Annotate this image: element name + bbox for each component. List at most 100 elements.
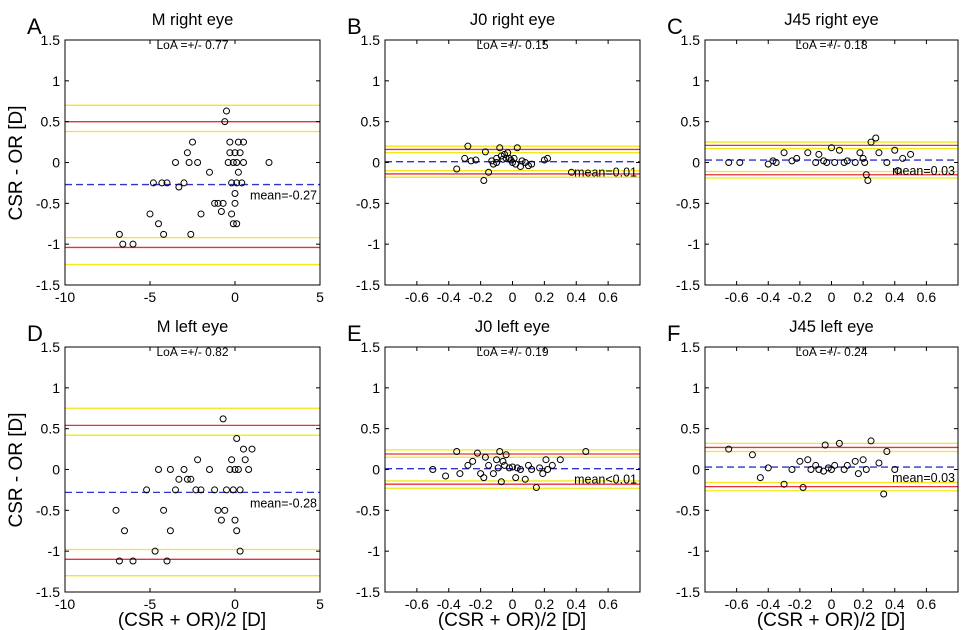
data-point	[736, 159, 744, 166]
data-point	[872, 134, 880, 142]
data-point	[864, 176, 872, 184]
y-tick-label: 1	[372, 73, 380, 89]
y-tick-label: 1.5	[41, 32, 61, 48]
data-point	[756, 474, 764, 482]
x-tick-label: -0.2	[788, 596, 812, 612]
data-point	[119, 240, 127, 248]
y-tick-label: 0	[372, 462, 380, 478]
y-tick-label: -1.5	[356, 277, 380, 293]
data-point	[867, 138, 875, 146]
data-point	[160, 230, 168, 238]
panel-letter: C	[667, 14, 683, 39]
x-tick-label: 0	[828, 289, 836, 305]
data-point	[497, 478, 505, 486]
shared-xlabel-a: (CSR + OR)/2 [D]	[118, 610, 266, 630]
data-point	[548, 461, 556, 469]
data-point	[211, 199, 219, 207]
axes-frame	[704, 346, 959, 593]
data-point	[542, 456, 550, 464]
data-point	[804, 456, 812, 464]
y-tick-label: -1	[48, 236, 61, 252]
data-point	[115, 230, 123, 238]
x-tick-label: 0	[828, 596, 836, 612]
panel-subtitle: LoA =+/- 0.18	[795, 38, 867, 52]
y-tick-label: -0.5	[676, 502, 700, 518]
x-tick-label: -0.6	[725, 289, 749, 305]
panel-letter: B	[347, 14, 362, 39]
data-point	[206, 466, 213, 473]
data-point	[480, 474, 488, 482]
data-point	[567, 168, 575, 176]
data-point	[815, 150, 823, 158]
data-point	[155, 466, 162, 473]
y-tick-label: -0.5	[36, 502, 60, 518]
y-tick-label: -0.5	[676, 195, 700, 211]
data-point	[544, 154, 552, 162]
y-tick-label: 0	[372, 155, 380, 171]
data-point	[899, 154, 907, 162]
y-tick-label: 1	[692, 380, 700, 396]
data-point	[467, 157, 475, 165]
data-point	[472, 156, 480, 164]
y-tick-label: -1.5	[356, 584, 380, 600]
data-point	[224, 159, 232, 166]
y-tick-label: 1.5	[41, 339, 61, 355]
mean-label: mean=-0.28	[250, 496, 317, 510]
data-point	[233, 179, 241, 187]
panel-a: -1.5 -1 -0.5 0 0.5 1 1.5 -10 -5 0 5 mean=-0.27 A M ri…	[27, 11, 324, 305]
data-point	[240, 138, 247, 146]
y-tick-label: -1	[688, 543, 701, 559]
data-point	[812, 159, 820, 166]
data-point	[861, 159, 869, 166]
data-point	[835, 146, 843, 154]
data-point	[489, 470, 497, 478]
data-point	[211, 486, 219, 494]
data-point	[229, 220, 237, 228]
x-tick-label: -10	[55, 596, 75, 612]
data-point	[158, 179, 166, 187]
y-tick-label: 0.5	[361, 114, 381, 130]
data-point	[240, 159, 247, 166]
y-tick-label: -0.5	[356, 502, 380, 518]
data-point	[780, 149, 788, 157]
data-point	[856, 149, 864, 157]
data-point	[464, 142, 472, 150]
x-tick-label: 0.2	[853, 596, 873, 612]
data-point	[582, 448, 590, 456]
data-point	[513, 144, 521, 152]
data-point	[804, 149, 812, 157]
data-point	[214, 199, 222, 207]
data-point	[233, 527, 241, 535]
shared-ylabel-top: CSR - OR [D]	[6, 105, 27, 220]
data-point	[480, 176, 488, 184]
data-point	[217, 208, 225, 215]
data-point	[172, 159, 179, 166]
y-tick-label: 1.5	[361, 339, 381, 355]
data-point	[112, 506, 120, 514]
data-point	[175, 475, 183, 483]
data-point	[875, 459, 883, 467]
data-point	[473, 449, 481, 457]
panel-letter: A	[27, 14, 42, 39]
x-tick-label: 0.2	[535, 289, 555, 305]
data-point	[883, 448, 891, 456]
data-point	[226, 149, 234, 157]
data-point	[840, 466, 848, 473]
data-point	[226, 466, 234, 473]
data-point	[238, 179, 246, 187]
plot-area-b	[385, 142, 640, 184]
y-tick-label: 0	[52, 155, 60, 171]
data-point	[891, 146, 899, 154]
data-point	[429, 466, 437, 473]
shared-xlabel-c: (CSR + OR)/2 [D]	[757, 610, 905, 630]
x-tick-label: 0.6	[598, 596, 618, 612]
data-point	[166, 466, 174, 473]
data-point	[788, 466, 796, 473]
data-point	[166, 527, 174, 535]
data-point	[780, 480, 788, 488]
y-tick-label: 0	[692, 462, 700, 478]
y-tick-label: 1.5	[361, 32, 381, 48]
x-tick-label: -0.2	[788, 289, 812, 305]
data-point	[265, 159, 273, 166]
